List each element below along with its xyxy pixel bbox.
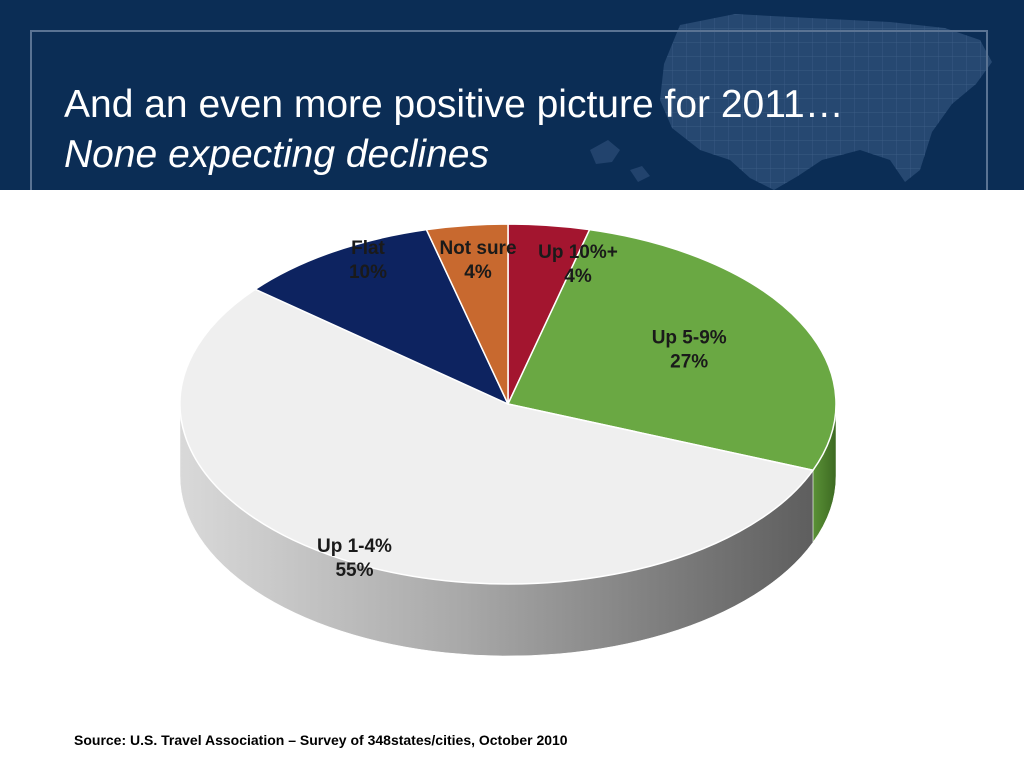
- header-banner: And an even more positive picture for 20…: [0, 0, 1024, 190]
- slice-label-not-sure: Not sure: [439, 238, 516, 259]
- slice-value-up-1-4: 55%: [335, 560, 373, 581]
- slice-value-up-5-9: 27%: [670, 351, 708, 372]
- pie-slice-not-sure: [425, 223, 509, 405]
- slice-label-flat: Flat: [351, 238, 385, 259]
- pie-top: [179, 223, 837, 585]
- pie-slice-up-1-4: [179, 288, 815, 585]
- slice-label-up-5-9: Up 5-9%: [652, 327, 727, 348]
- source-note: Source: U.S. Travel Association – Survey…: [74, 732, 568, 748]
- pie-slice-flat: [253, 228, 510, 406]
- pie-labels: Up 10%+ 4% Up 5-9% 27% Up 1-4% 55% Flat 10% Not …: [317, 238, 727, 581]
- us-map-icon: [590, 14, 992, 190]
- pie-chart: Up 10%+ 4% Up 5-9% 27% Up 1-4% 55% Flat 10% Not …: [179, 223, 837, 657]
- slice-label-up-1-4: Up 1-4%: [317, 536, 392, 557]
- pie-slice-up-5-9: [506, 228, 837, 472]
- slice-value-not-sure: 4%: [464, 262, 492, 283]
- title-line-2: None expecting declines: [64, 133, 489, 176]
- slice-label-up-10: Up 10%+: [538, 242, 618, 263]
- slice-value-flat: 10%: [349, 262, 387, 283]
- slide-title: And an even more positive picture for 20…: [64, 80, 844, 180]
- header-frame: [30, 30, 988, 190]
- title-line-1: And an even more positive picture for 20…: [64, 83, 844, 126]
- slice-value-up-10: 4%: [564, 266, 592, 287]
